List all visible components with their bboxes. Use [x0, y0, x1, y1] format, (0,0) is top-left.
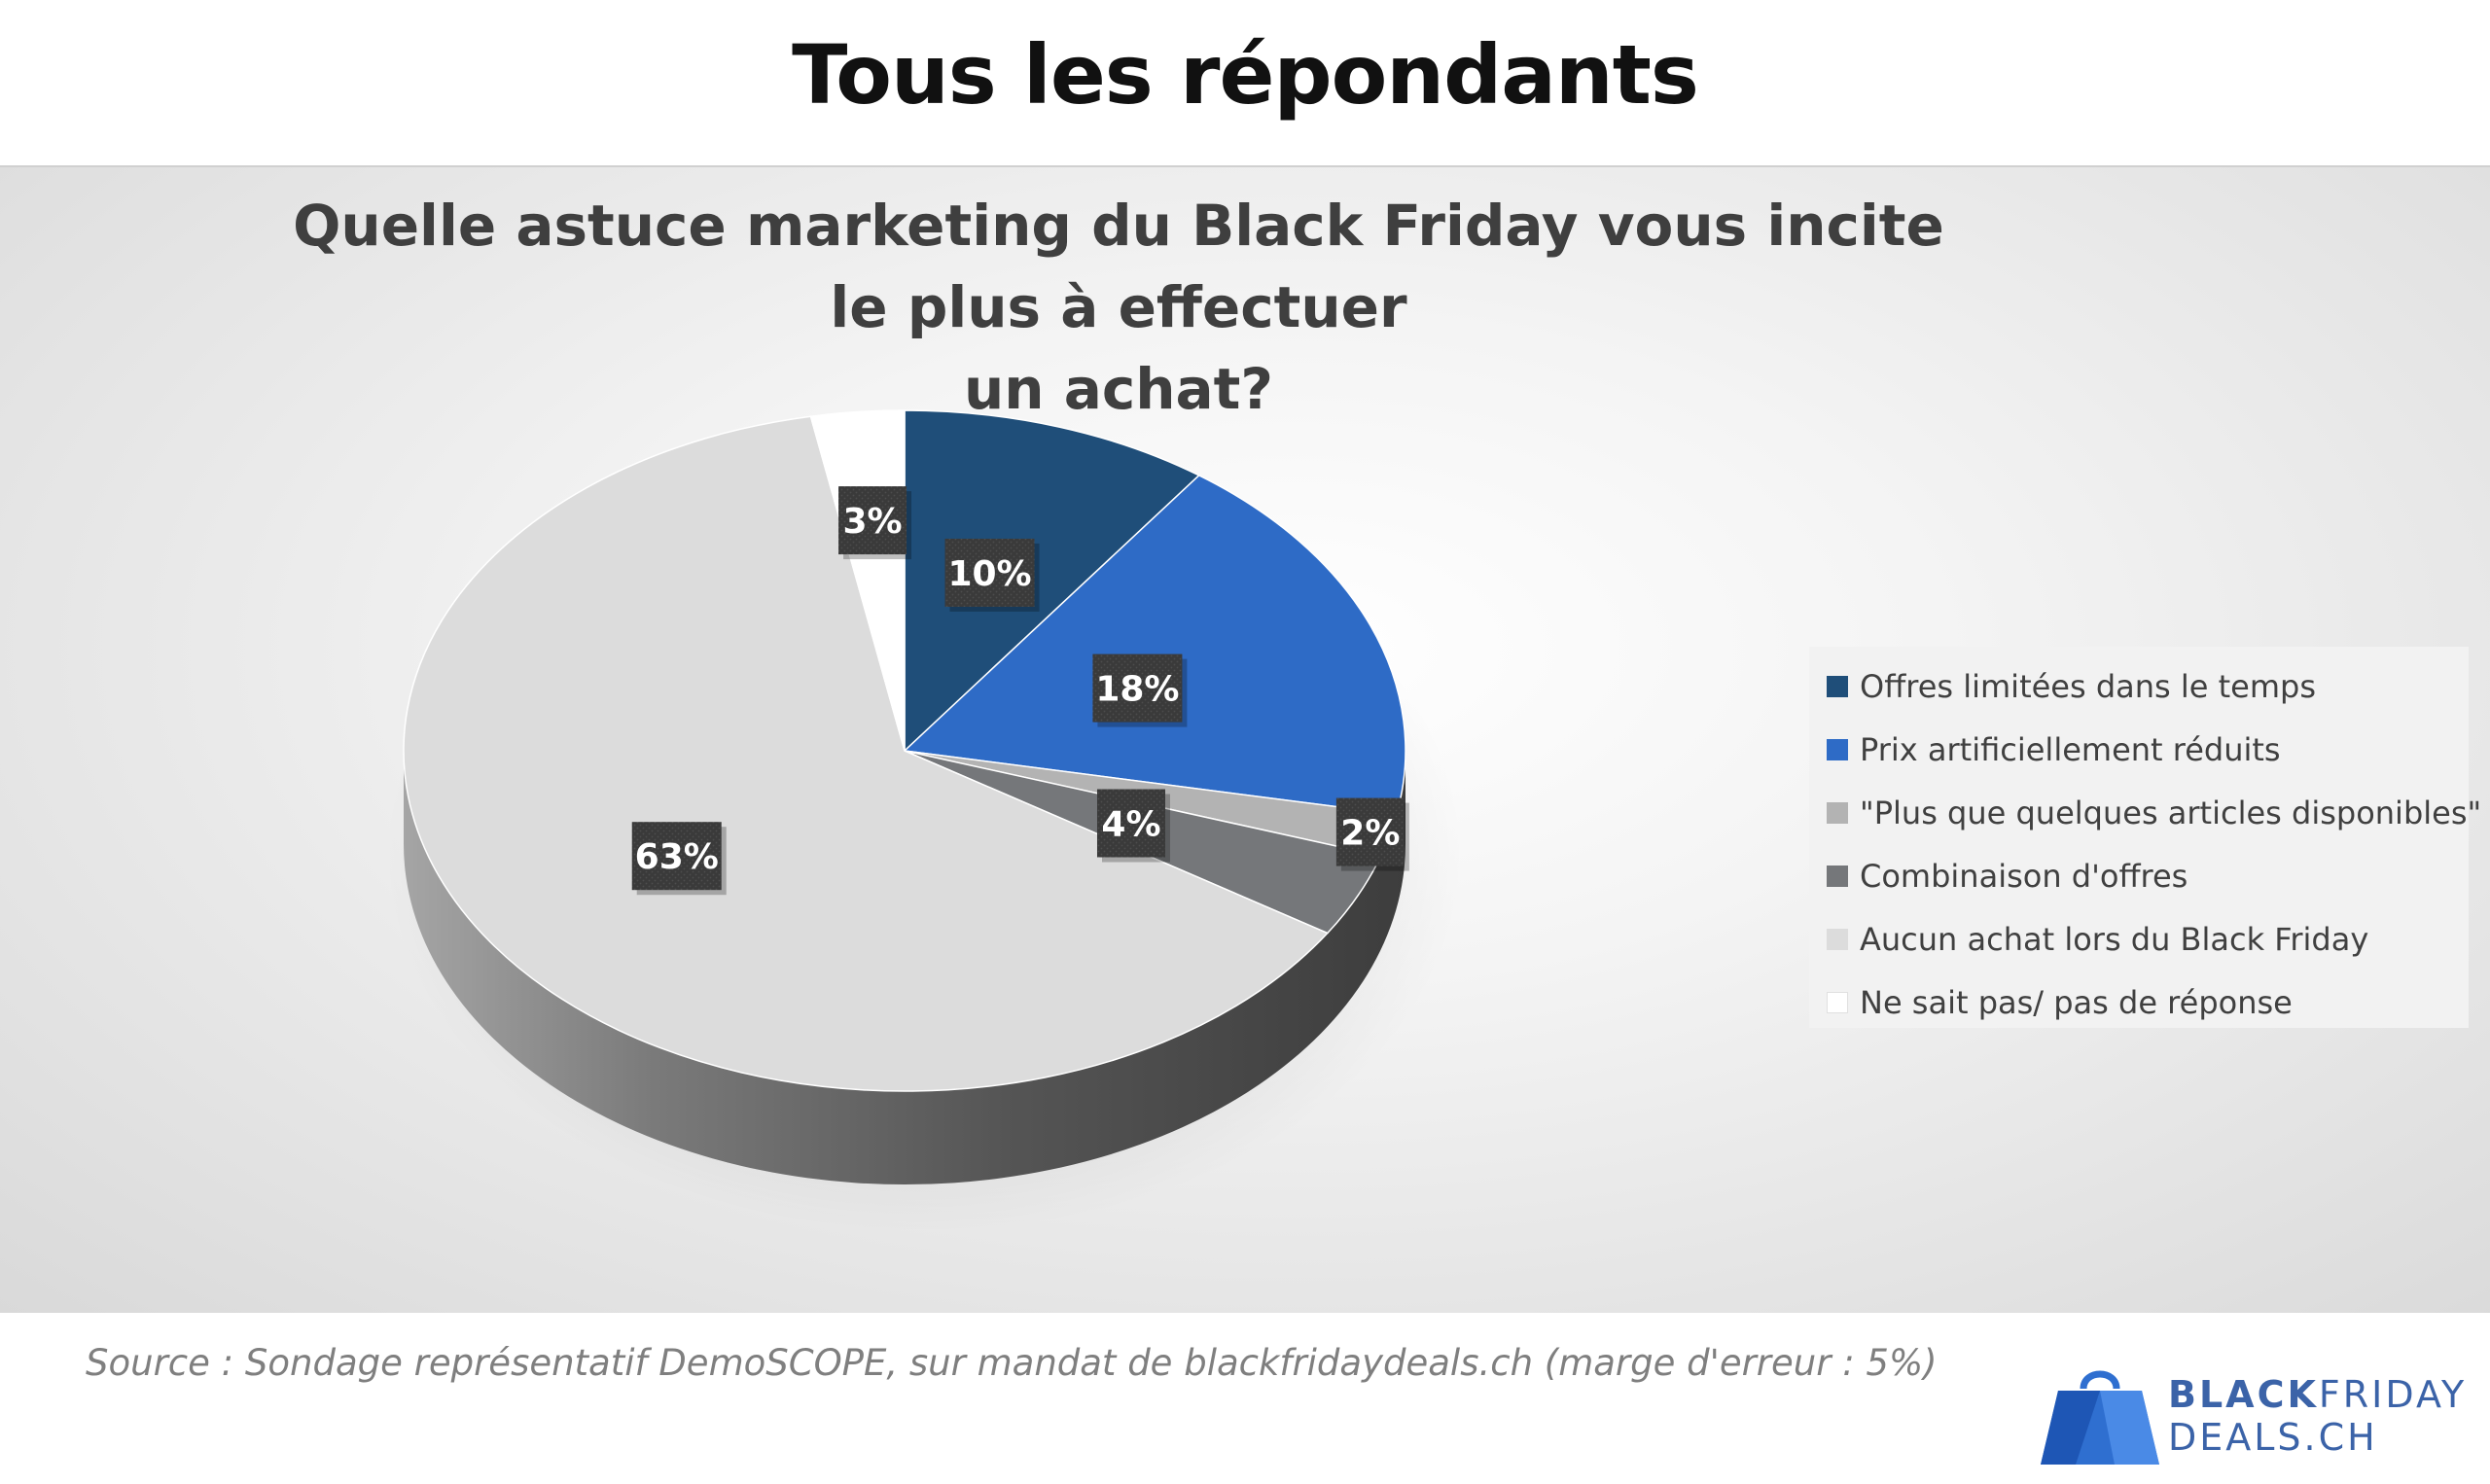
logo-text-line-1: BLACKFRIDAY — [2168, 1373, 2468, 1416]
svg-text:18%: 18% — [1095, 670, 1179, 710]
blackfridaydeals-logo: BLACKFRIDAY DEALS.CH — [2037, 1360, 2465, 1468]
chart-title: Quelle astuce marketing du Black Friday … — [292, 185, 1945, 430]
shopping-bag-icon — [2041, 1370, 2159, 1465]
pie-chart: 10% 18% 2% 4% 63% 3% — [384, 409, 1464, 1233]
legend-item-ne-sait-pas: Ne sait pas/ pas de réponse — [1809, 971, 2469, 1034]
chart-title-line-1: Quelle astuce marketing du Black Friday … — [293, 193, 1944, 340]
svg-text:3%: 3% — [842, 502, 902, 542]
data-label-ne-sait-pas: 3% — [838, 486, 912, 560]
page-title: Tous les répondants — [792, 27, 1699, 123]
pie-side-wall — [404, 751, 1405, 1184]
chart-title-line-2: un achat? — [963, 356, 1274, 422]
legend-item-aucun-achat: Aucun achat lors du Black Friday — [1809, 907, 2469, 971]
pie-slice-prix-reduits — [903, 474, 1406, 816]
data-label-plus-que-quelques: 2% — [1335, 797, 1409, 871]
legend-item-prix-reduits: Prix artificiellement réduits — [1809, 718, 2469, 781]
legend-swatch — [1827, 675, 1848, 697]
legend-swatch — [1827, 991, 1848, 1013]
logo-text-line-2: DEALS.CH — [2168, 1416, 2378, 1459]
legend-label: Combinaison d'offres — [1860, 857, 2188, 895]
legend-label: Aucun achat lors du Black Friday — [1860, 920, 2369, 958]
pie-slice-aucun-achat — [403, 415, 1330, 1092]
legend-label: Prix artificiellement réduits — [1860, 730, 2281, 768]
svg-text:4%: 4% — [1101, 805, 1160, 845]
data-label-offres-limitees: 10% — [944, 538, 1040, 612]
legend-swatch — [1827, 738, 1848, 760]
source-note: Source : Sondage représentatif DemoSCOPE… — [86, 1342, 1938, 1384]
svg-text:63%: 63% — [635, 837, 719, 877]
chart-panel: Quelle astuce marketing du Black Friday … — [0, 165, 2490, 1313]
data-label-aucun-achat: 63% — [631, 822, 727, 896]
legend-item-combinaison: Combinaison d'offres — [1809, 844, 2469, 907]
data-label-prix-reduits: 18% — [1092, 654, 1188, 727]
legend: Offres limitées dans le temps Prix artif… — [1809, 647, 2481, 1028]
legend-label: Offres limitées dans le temps — [1860, 667, 2317, 705]
legend-label: "Plus que quelques articles disponibles" — [1860, 794, 2482, 831]
legend-swatch — [1827, 865, 1848, 887]
legend-item-offres-limitees: Offres limitées dans le temps — [1809, 654, 2469, 718]
pie-slice-offres-limitees — [904, 409, 1201, 753]
legend-label: Ne sait pas/ pas de réponse — [1860, 983, 2293, 1021]
legend-item-plus-que-quelques: "Plus que quelques articles disponibles" — [1809, 781, 2481, 844]
data-label-combinaison: 4% — [1096, 789, 1170, 863]
legend-swatch — [1827, 928, 1848, 950]
svg-text:2%: 2% — [1340, 814, 1400, 854]
legend-swatch — [1827, 801, 1848, 824]
svg-text:10%: 10% — [947, 554, 1031, 594]
